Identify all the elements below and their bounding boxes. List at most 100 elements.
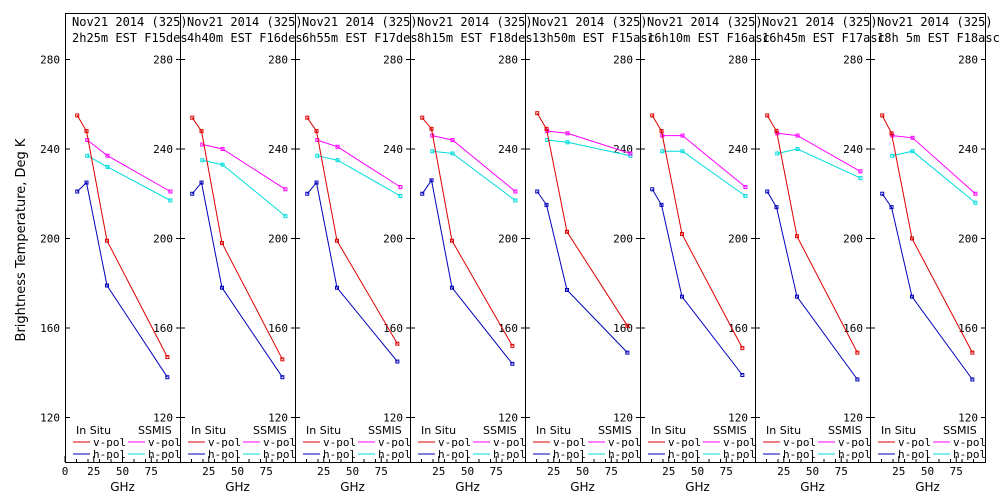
point-insitu_v [219,240,224,245]
point-insitu_v [774,129,779,134]
panel-title-pass: 16h10m EST F16asc [647,31,770,45]
legend-label-ssmis-h: h-pol [263,448,296,461]
x-axis-label: GHz [455,480,480,494]
point-ssmis_h [105,164,110,169]
point-ssmis_v [220,147,225,151]
point-insitu_v [75,113,80,118]
point-ssmis_v [335,144,340,149]
legend-ssmis-header: SSMIS [483,424,517,437]
x-tick-label: 25 [892,465,905,478]
y-tick-label: 120 [40,412,60,425]
series-line-insitu_v [766,115,858,353]
series-line-ssmis_h [87,155,171,201]
point-ssmis_h [660,149,665,154]
point-insitu_h [679,294,684,299]
point-insitu_v [510,343,515,348]
point-ssmis_h [168,198,173,203]
y-tick-label: 240 [40,143,60,156]
legend-label-ssmis-v: v-pol [378,436,411,449]
point-ssmis_h [220,162,225,167]
y-tick-label: 240 [268,143,288,156]
x-axis-label: GHz [340,480,365,494]
legend-label-insitu-v: v-pol [323,436,356,449]
y-tick-label: 200 [153,233,173,246]
point-ssmis_v [743,185,748,190]
point-ssmis_h [335,158,340,163]
series-line-ssmis_h [662,150,746,197]
y-tick-label: 160 [728,322,748,335]
point-insitu_h [564,287,569,292]
legend-label-ssmis-h: h-pol [723,448,756,461]
point-insitu_h [190,191,195,196]
legend-insitu-header: In Situ [76,424,111,437]
legend-label-insitu-h: h-pol [323,448,356,461]
series-line-ssmis_v [86,139,171,192]
point-ssmis_h [513,198,518,203]
legend-label-insitu-h: h-pol [553,448,586,461]
series-line-ssmis_v [547,130,631,154]
panel-title-pass: 4h40m EST F16des [187,31,303,45]
panel-title-date: Nov21 2014 (325) [72,15,188,29]
legend-label-ssmis-h: h-pol [493,448,526,461]
y-tick-label: 280 [498,54,518,67]
point-ssmis_h [680,149,685,154]
point-insitu_h [199,180,204,185]
y-tick-label: 240 [843,143,863,156]
point-ssmis_v [168,189,173,194]
x-tick-label: 50 [461,465,474,478]
point-insitu_v [659,129,664,134]
series-line-insitu_v [651,115,743,349]
y-tick-label: 120 [268,412,288,425]
legend-label-insitu-h: h-pol [438,448,471,461]
y-tick-label: 240 [728,143,748,156]
panel-title-pass: 18h 5m EST F18asc [877,31,1000,45]
point-ssmis_h [85,153,90,158]
point-insitu_h [765,189,770,194]
point-ssmis_h [450,151,455,156]
series-line-ssmis_v [777,132,861,172]
point-insitu_v [544,126,549,131]
panel-title-date: Nov21 2014 (325) [187,15,303,29]
point-ssmis_v [973,191,978,196]
point-insitu_h [794,294,799,299]
point-ssmis_v [858,169,863,174]
point-ssmis_h [315,153,320,158]
point-insitu_v [970,350,975,355]
x-tick-label: 25 [202,465,215,478]
x-tick-label: 75 [835,465,848,478]
legend-label-ssmis-v: v-pol [148,436,181,449]
point-ssmis_h [743,193,748,198]
series-line-insitu_v [881,115,973,353]
y-tick-label: 160 [268,322,288,335]
panel-3: Nov21 2014 (325) 6h55m EST F17des 120 160 20… [295,13,418,494]
series-line-insitu_h [76,181,168,378]
legend-label-insitu-v: v-pol [553,436,586,449]
series-line-ssmis_h [432,150,516,201]
point-ssmis_h [398,193,403,198]
x-tick-label: 75 [145,465,158,478]
panel-2: Nov21 2014 (325) 4h40m EST F16des 120 160 20… [180,13,303,494]
legend-ssmis-header: SSMIS [713,424,747,437]
y-tick-label: 200 [40,233,60,246]
y-tick-label: 240 [383,143,403,156]
legend-label-ssmis-v: v-pol [723,436,756,449]
point-insitu_v [765,113,770,118]
legend-insitu-header: In Situ [651,424,686,437]
legend-label-ssmis-v: v-pol [263,436,296,449]
series-line-ssmis_v [892,135,976,195]
x-tick-label: 75 [375,465,388,478]
legend-label-insitu-v: v-pol [668,436,701,449]
point-ssmis_v [398,185,403,190]
x-tick-label: 25 [547,465,560,478]
legend-label-ssmis-v: v-pol [838,436,871,449]
y-tick-label: 120 [498,412,518,425]
panel-title-date: Nov21 2014 (325) [877,15,993,29]
point-insitu_h [970,377,975,382]
panel-title-date: Nov21 2014 (325) [762,15,878,29]
x-tick-label: 50 [691,465,704,478]
point-insitu_v [794,234,799,239]
series-line-insitu_v [536,112,628,327]
x-axis-label: GHz [685,480,710,494]
point-ssmis_h [775,151,780,156]
point-insitu_h [165,375,170,380]
